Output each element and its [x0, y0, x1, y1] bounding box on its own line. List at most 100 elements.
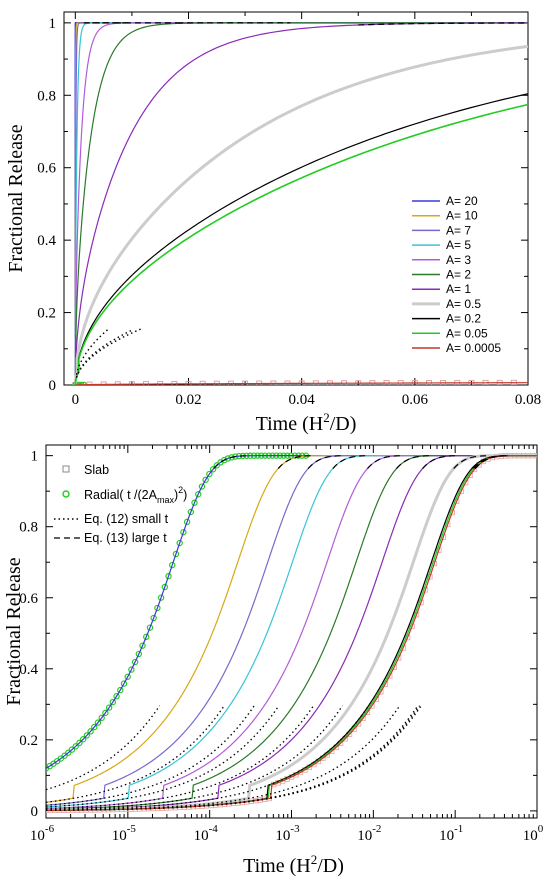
tick-exp: -1: [454, 823, 463, 835]
curve-A2: [46, 455, 537, 810]
eq13-large-t-line: [473, 455, 507, 469]
top-x-axis-label: Time (H2/D): [256, 410, 357, 435]
radial-marker: [94, 719, 102, 726]
xlabel-part: /D): [330, 413, 357, 435]
curve-A20: [46, 455, 537, 769]
xlabel-part: Time (H: [256, 413, 324, 435]
legend-slab-swatch: [62, 465, 70, 473]
eq13-large-t-line: [396, 455, 430, 469]
bottom-slab-markers: [46, 452, 537, 814]
xlabel-sup: 2: [311, 852, 318, 867]
bottom-y-tick-label: 0.8: [19, 520, 38, 536]
bottom-y-tick-label: 0.4: [19, 662, 38, 678]
eq13-large-t-line: [367, 455, 401, 469]
bottom-x-tick-label: 10-3: [275, 823, 300, 844]
radial-marker: [224, 455, 232, 462]
radial-marker: [198, 483, 206, 490]
radial-marker: [139, 642, 146, 649]
eq13-large-t-line: [358, 22, 528, 26]
eq13-large-t-line: [474, 455, 508, 469]
top-x-tick-label: 0.06: [402, 392, 429, 408]
xlabel-part: Time (H: [243, 855, 311, 877]
curve-A0.0005: [46, 455, 537, 811]
tick-exp: 0: [538, 823, 544, 835]
legend-label: A= 0.2: [446, 312, 481, 326]
tick-base: 10: [30, 828, 45, 844]
radial-marker: [183, 518, 191, 526]
legend-label: A= 0.5: [446, 297, 481, 311]
slab-marker: [422, 587, 429, 593]
radial-marker: [187, 508, 195, 516]
legend-label: A= 7: [446, 223, 471, 237]
eq12-small-t-line: [46, 705, 280, 808]
bottom-x-tick-label: 100: [523, 823, 544, 844]
legend-slab-label: Slab: [84, 463, 109, 477]
legend-eq12-label: Eq. (12) small t: [84, 512, 169, 526]
radial-marker: [206, 470, 213, 478]
tick-base: 10: [275, 828, 290, 844]
bottom-legend: Slab Radial( t /(2Amax)2) Eq. (12) small t…: [54, 463, 187, 545]
curve-A-0.0005: [74, 382, 528, 385]
slab-marker: [409, 623, 415, 630]
radial-marker: [191, 499, 198, 506]
tick-base: 10: [439, 828, 454, 844]
eq12-small-t-line: [46, 705, 314, 810]
radial-marker: [202, 476, 209, 484]
top-y-tick-label: 0.2: [37, 306, 56, 322]
radial-marker: [83, 732, 91, 739]
radial-marker: [102, 709, 109, 717]
tick-base: 10: [357, 828, 372, 844]
tick-exp: -3: [290, 823, 300, 835]
radial-marker: [76, 739, 83, 747]
radial-marker: [87, 728, 94, 735]
curve-A5: [46, 455, 537, 808]
radial-marker: [209, 466, 217, 473]
eq13-large-t-line: [453, 455, 487, 469]
legend-part: ): [183, 488, 187, 502]
eq12-small-t-line: [75, 329, 133, 378]
tick-base: 10: [112, 828, 127, 844]
slab-marker: [427, 574, 433, 580]
top-x-tick-label: 0: [72, 392, 80, 408]
legend-sup: 2: [178, 485, 183, 495]
top-y-tick-label: 0.8: [37, 88, 56, 104]
top-panel: 0 0.02 0.04 0.06 0.08 0 0.2 0.4 0.6 0.8 1 Time (H2/…: [5, 11, 541, 435]
top-y-axis-label: Fractional Release: [5, 124, 27, 272]
legend-sub: max: [157, 495, 175, 505]
bottom-x-tick-label: 10-4: [194, 823, 219, 844]
radial-marker: [213, 462, 220, 469]
radial-marker: [176, 539, 183, 547]
eq12-small-t-line: [46, 705, 344, 810]
tick-exp: -5: [127, 823, 137, 835]
legend-label: A= 1: [446, 282, 471, 296]
bottom-y-tick-label: 1: [31, 449, 39, 465]
tick-exp: -6: [45, 823, 55, 835]
curve-A0.5: [46, 454, 537, 812]
tick-exp: -4: [209, 823, 219, 835]
legend-radial-swatch: [62, 490, 70, 498]
radial-marker: [65, 749, 72, 756]
legend-label: A= 3: [446, 253, 471, 267]
eq13-large-t-line: [332, 455, 366, 469]
top-x-tick-label: 0.08: [515, 392, 541, 408]
radial-marker: [72, 743, 79, 750]
radial-marker: [165, 572, 172, 580]
top-plot-frame: [63, 11, 529, 386]
tick-base: 10: [194, 828, 209, 844]
bottom-x-tick-label: 10-1: [439, 823, 463, 844]
slab-marker: [431, 560, 438, 567]
radial-marker: [105, 704, 113, 711]
slab-marker: [418, 599, 424, 606]
radial-marker: [113, 693, 120, 700]
radial-marker: [124, 673, 131, 680]
eq13-large-t-line: [277, 455, 311, 469]
eq13-large-t-line: [213, 455, 247, 469]
top-y-tick-label: 1: [49, 16, 57, 32]
radial-marker: [91, 723, 98, 731]
top-y-tick-label: 0.6: [37, 161, 56, 177]
radial-marker: [161, 583, 169, 591]
bottom-ticks: 10-6 10-5 10-4 10-3 10-2 10-1 10000.20.40.60.8…: [19, 445, 544, 844]
legend-part: Radial( t /(2A: [84, 488, 158, 502]
bottom-asymptotes: [46, 455, 508, 812]
radial-marker: [120, 680, 128, 687]
